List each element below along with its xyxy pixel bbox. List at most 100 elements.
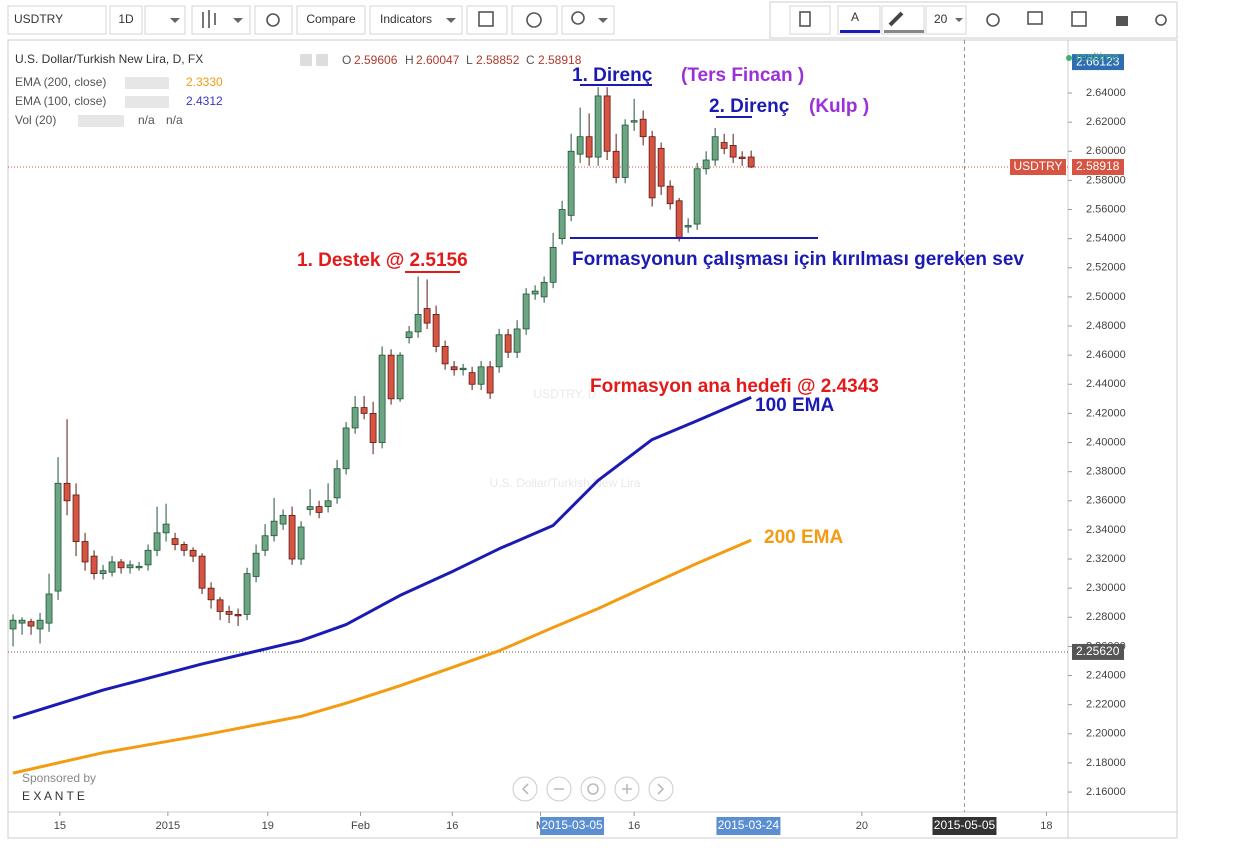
eye-icon[interactable]	[1155, 14, 1167, 26]
time-marker-label: 2015-03-24	[718, 818, 780, 832]
x-tick-label: 2015	[156, 820, 180, 832]
candle-body	[171, 538, 179, 545]
candle-body	[666, 185, 674, 205]
candle-body	[297, 526, 305, 560]
x-tick-label: 16	[446, 820, 458, 832]
drawing-toolbar	[769, 1, 1178, 39]
gear-icon	[266, 13, 280, 27]
compare-button[interactable]	[296, 5, 366, 35]
sponsor-name[interactable]: E X A N T E	[22, 789, 85, 803]
scroll-left[interactable]	[512, 776, 538, 802]
plot: 2.160002.180002.200002.220002.240002.260…	[8, 40, 1126, 835]
candle-body	[675, 200, 683, 240]
candle-body	[117, 561, 125, 569]
y-tick-label: 2.34000	[1086, 524, 1126, 536]
line-color[interactable]	[881, 5, 925, 35]
indicators-button[interactable]	[369, 5, 463, 35]
y-tick-label: 2.48000	[1086, 320, 1126, 332]
y-tick-label: 2.58000	[1086, 174, 1126, 186]
candle-body	[549, 246, 557, 283]
candle-body	[144, 549, 152, 566]
navigation	[512, 776, 674, 802]
candle-body	[729, 145, 737, 158]
ohlc-c: C	[526, 53, 535, 67]
candle-body	[603, 95, 611, 152]
doc-icon	[799, 11, 811, 27]
toolbar: USDTRY 1D Compare Indicators A 20	[7, 1, 1178, 39]
symbol-marker	[1010, 159, 1066, 176]
vol-value: n/a	[138, 113, 155, 127]
pen-icon	[888, 11, 904, 27]
candle-body	[198, 555, 206, 589]
settings[interactable]	[254, 5, 293, 35]
indicators-label: Indicators	[380, 12, 432, 26]
ema-line	[12, 396, 752, 720]
time-marker	[932, 817, 997, 835]
reset[interactable]	[580, 776, 606, 802]
chart-type[interactable]	[191, 5, 251, 35]
text-color[interactable]	[837, 5, 881, 35]
idea-button[interactable]	[561, 5, 615, 35]
candle-body	[225, 611, 233, 615]
scroll-right[interactable]	[648, 776, 674, 802]
y-tick-label: 2.38000	[1086, 466, 1126, 478]
candle-body	[702, 159, 710, 170]
candle-body	[504, 334, 512, 353]
candle-body	[693, 168, 701, 225]
y-tick-label: 2.28000	[1086, 611, 1126, 623]
candle-body	[576, 136, 584, 155]
candle-body	[252, 552, 260, 577]
candle-body	[531, 290, 539, 295]
nav-icons	[521, 783, 665, 795]
candle-body	[612, 150, 620, 178]
symbol: USDTRY	[14, 12, 63, 26]
y-tick-label: 2.30000	[1086, 582, 1126, 594]
chart-frame	[7, 39, 1178, 839]
price-marker	[1072, 643, 1124, 660]
alert-button[interactable]	[511, 5, 558, 35]
realtime-dot	[1066, 55, 1072, 61]
template-button[interactable]	[466, 5, 508, 35]
interval-menu[interactable]	[144, 5, 186, 35]
watermark-description: U.S. Dollar/Turkish New Lira	[490, 476, 641, 490]
interval: 1D	[118, 12, 134, 26]
candle-body	[540, 281, 548, 298]
ohlc-low: 2.58852	[476, 53, 520, 67]
price-marker-label: 2.66123	[1076, 54, 1120, 68]
line-color-swatch	[884, 30, 924, 33]
y-tick-label: 2.42000	[1086, 407, 1126, 419]
layers-icon[interactable]	[1027, 11, 1043, 25]
lock-icon[interactable]	[1116, 16, 1128, 26]
candle-body	[360, 407, 368, 414]
candle-body	[513, 328, 521, 353]
candle-body	[333, 468, 341, 499]
bulb-icon	[571, 11, 585, 25]
symbol-box[interactable]	[7, 5, 107, 35]
annotation: Formasyon ana hedefi @ 2.4343	[590, 376, 879, 397]
ohlc-l: L	[466, 53, 473, 67]
candle-body	[432, 313, 440, 347]
realtime-label: realtime	[1076, 50, 1119, 64]
y-tick-label: 2.22000	[1086, 699, 1126, 711]
caret	[598, 18, 608, 23]
candle-body	[189, 549, 197, 557]
candle-body	[54, 482, 62, 592]
gear-icon[interactable]	[986, 13, 1000, 27]
candle-body	[738, 156, 746, 159]
clone-icon[interactable]	[1071, 11, 1087, 27]
candle-body	[657, 147, 665, 187]
candle-body	[90, 555, 98, 574]
candle-body	[459, 367, 467, 371]
price-marker-label: 2.25620	[1076, 644, 1120, 658]
annotation: 100 EMA	[755, 395, 834, 416]
y-tick-label: 2.54000	[1086, 233, 1126, 245]
candle-body	[477, 366, 485, 385]
candle-body	[423, 308, 431, 324]
x-tick-label: 20	[856, 820, 868, 832]
y-tick-label: 2.16000	[1086, 786, 1126, 798]
y-tick-label: 2.60000	[1086, 145, 1126, 157]
legend-icons	[125, 77, 169, 89]
candle-body	[351, 407, 359, 429]
interval-box[interactable]	[109, 5, 143, 35]
x-tick-label: 19	[262, 820, 274, 832]
